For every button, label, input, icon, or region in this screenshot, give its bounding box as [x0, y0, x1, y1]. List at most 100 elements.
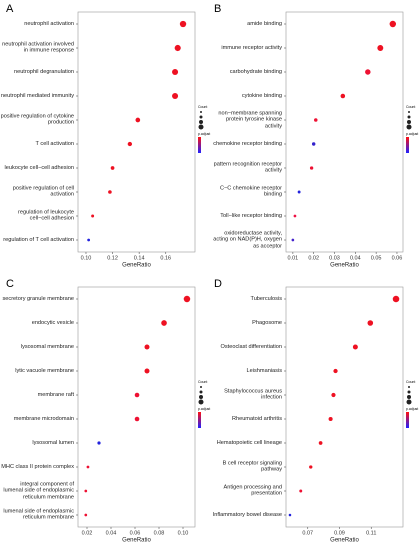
x-tick-label: 0.03 [329, 255, 340, 261]
dot [377, 45, 384, 51]
x-tick-label: 0.12 [107, 255, 118, 261]
y-tick-label: lysosomal membrane [20, 343, 74, 350]
x-axis-title: GeneRatio [122, 263, 151, 269]
x-tick-label: 0.04 [106, 530, 117, 536]
dot [183, 295, 191, 303]
panel-label: B [214, 3, 221, 15]
dot [389, 20, 397, 28]
x-tick-label: 0.02 [82, 530, 93, 536]
plot-frame [285, 286, 404, 528]
dot [297, 190, 301, 194]
legend-colorbar [406, 412, 409, 428]
legend-size [198, 124, 204, 130]
y-tick-label: neutrophil activation [24, 20, 74, 27]
x-tick-label: 0.10 [81, 255, 92, 261]
y-tick-label: Phagosome [252, 319, 282, 326]
y-tick-label: positive regulation of cell activation [12, 185, 74, 198]
dot [333, 368, 338, 374]
legend-size [406, 124, 412, 130]
y-tick-label: chemokine receptor binding [213, 140, 282, 147]
y-tick-label: leukocyte cell−cell adhesion [4, 164, 75, 171]
x-tick-label: 0.06 [130, 530, 141, 536]
legend-title: p.adjust [198, 132, 210, 136]
legend-size [199, 120, 203, 124]
dot [291, 238, 295, 242]
y-tick-label: MHC class II protein complex [1, 463, 74, 470]
x-tick-label: 0.01 [288, 255, 299, 261]
y-tick-label: non−membrane spanning protein tyrosine k… [218, 110, 282, 130]
y-tick-label: T cell activation [35, 140, 74, 147]
legend-size [407, 120, 411, 124]
x-axis-title: GeneRatio [122, 538, 151, 544]
legend-title: Count [198, 380, 207, 384]
x-axis-title: GeneRatio [330, 263, 359, 269]
y-tick-label: regulation of leukocyte cell−cell adhesi… [18, 209, 74, 222]
x-tick-label: 0.05 [371, 255, 382, 261]
dot [311, 142, 316, 146]
y-tick-label: immune receptor activity [221, 44, 282, 51]
dot [172, 92, 179, 100]
dot [309, 465, 313, 469]
dot [144, 368, 150, 374]
legend-title: p.adjust [198, 407, 210, 411]
y-tick-label: membrane raft [37, 391, 74, 398]
legend-size [407, 390, 411, 394]
y-tick-label: positive regulation of cytokine producti… [0, 113, 74, 126]
dot [172, 68, 179, 76]
legend-colorbar [406, 137, 409, 153]
legend-size [408, 111, 410, 113]
y-tick-label: Staphylococcus aureus infection [224, 388, 282, 401]
dot [134, 392, 140, 398]
legend-title: p.adjust [406, 407, 418, 411]
legend-size [406, 399, 412, 405]
y-tick-label: B cell receptor signaling pathway [222, 460, 282, 473]
y-tick-label: carbohydrate binding [229, 68, 282, 75]
x-tick-label: 0.08 [154, 530, 165, 536]
plot-frame [285, 11, 404, 253]
dot [144, 344, 150, 350]
legend-size [407, 115, 411, 119]
x-tick-label: 0.02 [308, 255, 319, 261]
y-tick-label: secretory granule membrane [2, 295, 74, 302]
x-tick-label: 0.16 [160, 255, 171, 261]
y-tick-label: Osteoclast differentiation [220, 343, 282, 350]
dot [161, 320, 167, 326]
y-tick-label: lytic vacuole membrane [15, 367, 74, 374]
legend-title: p.adjust [406, 132, 418, 136]
legend-size [407, 395, 411, 399]
dot [110, 166, 115, 170]
dot [288, 513, 292, 517]
dot [392, 295, 400, 303]
panel-label: D [214, 278, 222, 290]
dot [174, 44, 181, 52]
y-tick-label: pattern recognition receptor activity [213, 161, 282, 174]
y-tick-label: Hematopoietic cell lineage [216, 439, 282, 446]
y-tick-label: Antigen processing and presentation [223, 484, 282, 497]
y-tick-label: regulation of T cell activation [3, 236, 74, 243]
dot [293, 214, 297, 218]
dot [309, 166, 314, 170]
y-tick-label: amide binding [247, 20, 282, 27]
y-tick-label: oxidoreductase activity, acting on NAD(P… [213, 230, 282, 250]
dot [84, 489, 88, 493]
y-tick-label: C−C chemokine receptor binding [219, 185, 282, 198]
x-tick-label: 0.06 [392, 255, 403, 261]
dot [84, 513, 88, 517]
legend-size [200, 111, 202, 113]
x-tick-label: 0.11 [366, 530, 376, 536]
legend-size [199, 115, 203, 119]
y-tick-label: integral component of lumenal side of en… [3, 481, 74, 501]
dot [179, 20, 187, 28]
y-tick-label: Rheumatoid arthritis [231, 415, 282, 422]
dot [127, 141, 133, 147]
dot [299, 489, 303, 493]
x-tick-label: 0.10 [178, 530, 189, 536]
dot [134, 416, 140, 422]
x-tick-label: 0.09 [334, 530, 345, 536]
y-tick-label: Tuberculosis [250, 295, 282, 302]
y-tick-label: Inflammatory bowel disease [212, 511, 282, 518]
y-tick-label: neutrophil mediated immunity [0, 92, 74, 99]
dot [328, 416, 333, 422]
plot-frame [77, 11, 196, 253]
